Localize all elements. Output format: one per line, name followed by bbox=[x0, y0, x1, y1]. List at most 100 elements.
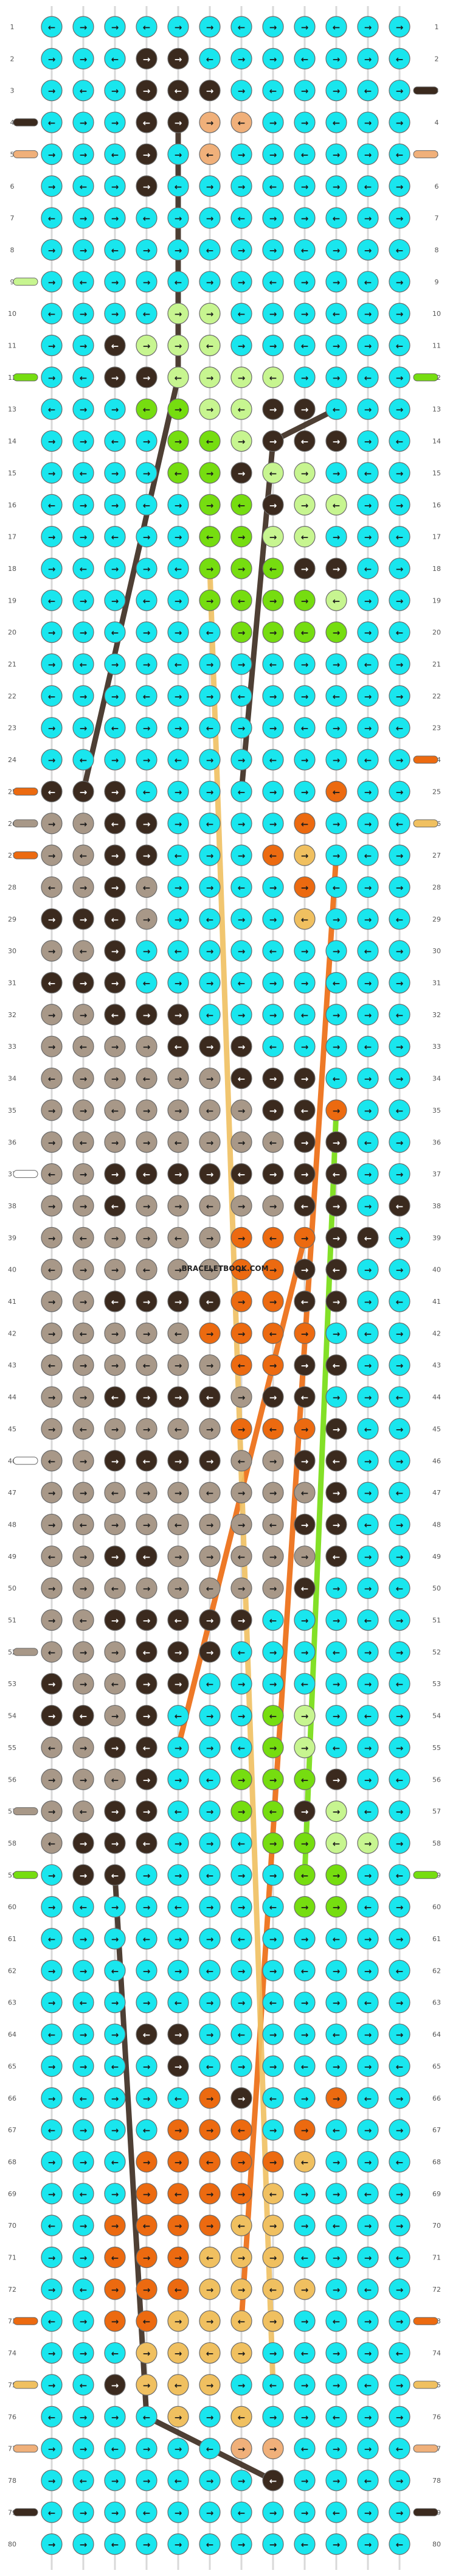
knot: → bbox=[199, 685, 221, 707]
knot: → bbox=[357, 239, 379, 261]
knot-arrow-icon: ← bbox=[111, 341, 119, 352]
knot: → bbox=[104, 1131, 126, 1153]
knot: → bbox=[199, 1704, 221, 1727]
knot-arrow-icon: ← bbox=[80, 1615, 88, 1626]
row-number-left: 72 bbox=[8, 2286, 16, 2294]
knot-arrow-icon: ← bbox=[301, 1297, 309, 1307]
knot-bead bbox=[72, 1067, 94, 1090]
knot-arrow-icon: ← bbox=[111, 1105, 119, 1116]
knot: → bbox=[136, 366, 158, 388]
row-number-left: 69 bbox=[8, 2190, 16, 2198]
knot-arrow-icon: → bbox=[396, 213, 404, 224]
knot: → bbox=[72, 1832, 94, 1854]
knot-arrow-icon: → bbox=[143, 532, 151, 543]
knot: → bbox=[72, 398, 94, 420]
knot-arrow-icon: → bbox=[333, 628, 341, 639]
knot-arrow-icon: → bbox=[364, 1488, 372, 1499]
knot-arrow-icon: → bbox=[396, 755, 404, 766]
knot-bead bbox=[41, 1290, 63, 1312]
knot: → bbox=[199, 175, 221, 197]
knot-bead bbox=[357, 239, 379, 261]
knot-arrow-icon: → bbox=[206, 850, 214, 861]
knot-arrow-icon: → bbox=[111, 1519, 119, 1530]
knot: → bbox=[294, 207, 316, 229]
knot: → bbox=[389, 1354, 410, 1376]
knot-bead bbox=[167, 1673, 189, 1695]
knot-arrow-icon: → bbox=[48, 2444, 56, 2455]
knot-arrow-icon: ← bbox=[269, 755, 277, 766]
knot-bead bbox=[357, 1609, 379, 1631]
knot-arrow-icon: ← bbox=[80, 1902, 88, 1913]
knot-arrow-icon: ← bbox=[48, 213, 56, 224]
knot-arrow-icon: → bbox=[269, 691, 277, 702]
knot-arrow-icon: → bbox=[269, 882, 277, 893]
knot-arrow-icon: → bbox=[143, 1774, 151, 1785]
knot-bead bbox=[230, 16, 252, 38]
knot: → bbox=[262, 1737, 284, 1759]
knot-bead bbox=[325, 1768, 347, 1790]
knot: → bbox=[325, 1673, 347, 1695]
knot-arrow-icon: → bbox=[80, 2539, 88, 2550]
knot: ← bbox=[389, 1482, 410, 1503]
knot-bead bbox=[167, 143, 189, 165]
knot: ← bbox=[389, 1099, 410, 1121]
knot-arrow-icon: → bbox=[48, 1583, 56, 1594]
knot-arrow-icon: → bbox=[111, 373, 119, 383]
knot-bead bbox=[262, 47, 284, 69]
knot-bead bbox=[389, 16, 410, 38]
knot-bead bbox=[199, 717, 221, 739]
edge-strand-right bbox=[413, 373, 438, 382]
knot-bead bbox=[357, 2055, 379, 2077]
knot: → bbox=[72, 2151, 94, 2173]
knot: ← bbox=[167, 2278, 189, 2300]
knot-bead bbox=[136, 1004, 158, 1026]
knot: → bbox=[41, 558, 63, 579]
knot-arrow-icon: → bbox=[301, 1998, 309, 2009]
knot-bead bbox=[357, 1482, 379, 1503]
knot-bead bbox=[104, 1099, 126, 1121]
knot-arrow-icon: ← bbox=[206, 341, 214, 352]
knot: ← bbox=[136, 207, 158, 229]
knot: → bbox=[72, 1259, 94, 1281]
knot-arrow-icon: → bbox=[364, 1647, 372, 1658]
knot-arrow-icon: → bbox=[364, 22, 372, 33]
knot-bead bbox=[199, 1354, 221, 1376]
knot: → bbox=[41, 2246, 63, 2269]
knot-arrow-icon: ← bbox=[111, 1297, 119, 1307]
knot-arrow-icon: → bbox=[175, 2444, 182, 2455]
knot: → bbox=[389, 1418, 410, 1440]
knot-arrow-icon: ← bbox=[269, 1615, 277, 1626]
knot-arrow-icon: ← bbox=[301, 1488, 309, 1499]
knot-arrow-icon: ← bbox=[333, 978, 341, 989]
knot-bead bbox=[230, 462, 252, 484]
knot: → bbox=[72, 111, 94, 133]
knot-bead bbox=[41, 2501, 63, 2523]
knot: → bbox=[389, 589, 410, 611]
knot-bead bbox=[230, 1959, 252, 1981]
knot-arrow-icon: → bbox=[143, 1998, 151, 2009]
knot-bead bbox=[104, 2151, 126, 2173]
knot-bead bbox=[357, 1386, 379, 1408]
knot-bead bbox=[294, 1195, 316, 1217]
knot-bead bbox=[41, 1801, 63, 1822]
knot-arrow-icon: → bbox=[396, 1743, 404, 1754]
knot-arrow-icon: ← bbox=[175, 2380, 182, 2391]
knot: → bbox=[72, 143, 94, 165]
knot-arrow-icon: → bbox=[396, 2412, 404, 2423]
row-number-right: 23 bbox=[432, 724, 441, 732]
knot-bead bbox=[389, 47, 410, 69]
knot-arrow-icon: → bbox=[333, 2380, 341, 2391]
knot: ← bbox=[294, 1959, 316, 1981]
knot-bead bbox=[104, 1386, 126, 1408]
knot-bead bbox=[262, 1704, 284, 1727]
knot: → bbox=[262, 1004, 284, 1026]
edge-strand-left bbox=[13, 118, 38, 127]
knot: ← bbox=[72, 1131, 94, 1153]
knot-bead bbox=[325, 1099, 347, 1121]
knot: → bbox=[357, 207, 379, 229]
knot: ← bbox=[230, 16, 252, 38]
knot: → bbox=[104, 1259, 126, 1281]
knot-arrow-icon: → bbox=[364, 819, 372, 830]
knot-arrow-icon: ← bbox=[206, 1010, 214, 1021]
knot: ← bbox=[167, 2087, 189, 2109]
